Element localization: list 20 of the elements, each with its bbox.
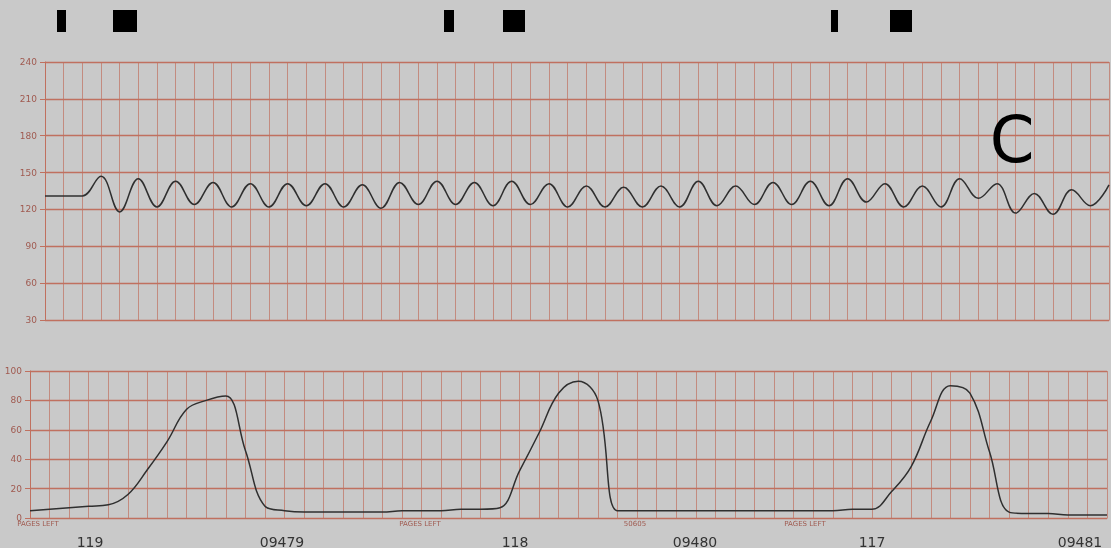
- y-tick-label: 180: [19, 130, 38, 141]
- y-tick-label: 60: [10, 424, 23, 435]
- y-tick-label: 210: [19, 93, 38, 104]
- y-tick-label: 20: [10, 483, 23, 494]
- y-tick-label: 30: [25, 315, 38, 325]
- annotation: C: [989, 103, 1035, 177]
- text: 119: [76, 534, 104, 548]
- y-tick-label: 100: [4, 366, 23, 376]
- y-tick-label: 80: [10, 395, 23, 406]
- y-tick-label: 60: [25, 278, 38, 289]
- text: 09480: [672, 534, 718, 548]
- text: 117: [858, 534, 886, 548]
- text: 09479: [259, 534, 305, 548]
- y-tick-label: 240: [19, 57, 38, 67]
- y-tick-label: 40: [10, 454, 23, 465]
- y-tick-label: 120: [19, 204, 38, 215]
- y-tick-label: 90: [25, 241, 38, 252]
- y-tick-label: 150: [19, 167, 38, 178]
- text: 09481: [1057, 534, 1103, 548]
- text: 118: [501, 534, 529, 548]
